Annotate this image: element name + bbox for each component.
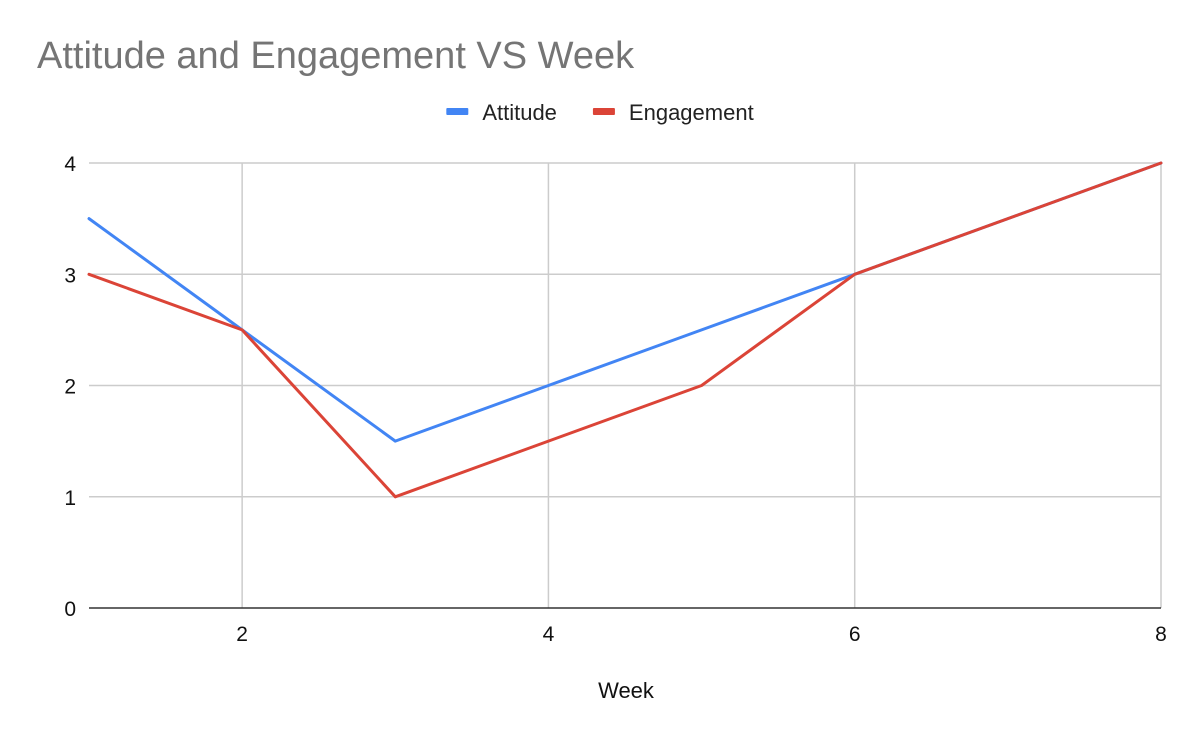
x-tick-label: 4 (543, 623, 555, 646)
legend-swatch (446, 108, 469, 115)
x-tick-label: 8 (1155, 623, 1167, 646)
series-line-attitude (87, 161, 1163, 443)
y-tick-label: 0 (64, 598, 76, 621)
x-tick-label: 2 (236, 623, 248, 646)
y-tick-label: 3 (64, 264, 76, 287)
series-group (87, 161, 1163, 499)
legend-item-engagement: Engagement (592, 100, 754, 125)
legend-label: Engagement (629, 100, 754, 125)
x-tick-label: 6 (849, 623, 861, 646)
x-axis-title: Week (598, 678, 655, 703)
legend: Attitude Engagement (446, 100, 754, 125)
y-tick-label: 2 (64, 376, 76, 399)
grid (89, 162, 1162, 608)
y-tick-label: 4 (64, 153, 76, 176)
series-line-engagement (87, 161, 1163, 499)
legend-label: Attitude (482, 100, 557, 125)
y-axis-ticks: 0 1 2 3 4 (64, 153, 76, 621)
legend-item-attitude: Attitude (446, 100, 557, 125)
x-axis-ticks: 2 4 6 8 (236, 623, 1167, 646)
legend-swatch (592, 108, 615, 115)
chart-title: Attitude and Engagement VS Week (37, 35, 635, 77)
y-tick-label: 1 (64, 487, 76, 510)
